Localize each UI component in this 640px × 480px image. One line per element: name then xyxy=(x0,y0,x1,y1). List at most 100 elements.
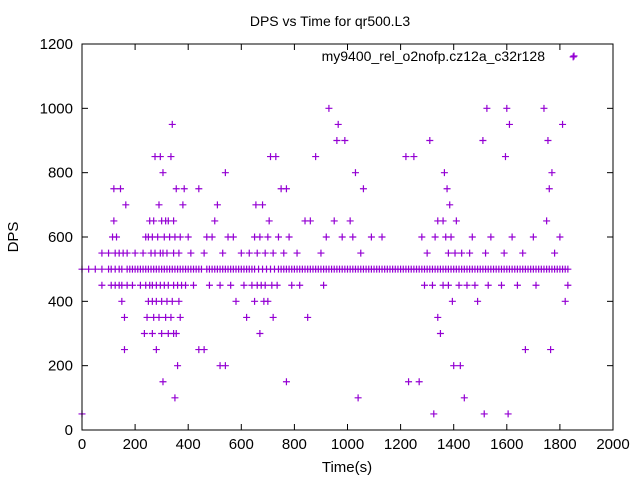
data-point xyxy=(545,185,553,193)
data-point xyxy=(405,378,413,386)
y-tick-label: 200 xyxy=(48,358,73,375)
data-point xyxy=(168,297,176,305)
data-point xyxy=(415,378,423,386)
x-tick-label: 800 xyxy=(282,436,307,453)
data-point xyxy=(519,249,527,257)
data-point xyxy=(229,233,237,241)
data-point xyxy=(180,185,188,193)
data-point xyxy=(261,249,269,257)
data-point xyxy=(508,233,516,241)
data-point xyxy=(513,281,521,289)
data-point xyxy=(154,233,162,241)
y-axis-label: DPS xyxy=(5,222,22,253)
data-point xyxy=(118,297,126,305)
data-point xyxy=(227,281,235,289)
data-point xyxy=(122,201,130,209)
data-point xyxy=(500,249,508,257)
data-point xyxy=(333,137,341,144)
x-tick-label: 1600 xyxy=(490,436,523,453)
data-point xyxy=(143,313,151,321)
data-point xyxy=(274,233,282,241)
data-point xyxy=(463,281,471,289)
data-point xyxy=(155,201,163,209)
data-point xyxy=(460,394,468,402)
data-point xyxy=(487,233,495,241)
data-point xyxy=(182,281,190,289)
data-point xyxy=(288,281,296,289)
data-point xyxy=(434,313,442,321)
data-point xyxy=(456,362,464,370)
data-point xyxy=(131,249,139,257)
data-point xyxy=(474,297,482,305)
y-tick-label: 1200 xyxy=(40,36,73,53)
data-point xyxy=(205,281,213,289)
y-tick-label: 600 xyxy=(48,229,73,246)
data-point xyxy=(451,249,459,257)
data-point xyxy=(159,169,167,177)
data-point xyxy=(428,281,436,289)
data-point xyxy=(431,233,439,241)
data-point xyxy=(543,217,551,225)
data-point xyxy=(261,281,269,289)
data-point xyxy=(320,281,328,289)
data-point xyxy=(208,233,216,241)
data-point xyxy=(440,169,448,177)
data-point xyxy=(150,217,158,225)
data-point xyxy=(503,104,511,112)
data-point xyxy=(85,265,93,273)
data-point xyxy=(176,313,184,321)
data-point xyxy=(322,233,330,241)
data-point xyxy=(211,217,219,225)
data-point xyxy=(120,313,128,321)
data-point xyxy=(139,249,147,257)
data-point xyxy=(468,233,476,241)
x-tick-label: 200 xyxy=(123,436,148,453)
data-point xyxy=(265,217,273,225)
data-point xyxy=(116,185,124,193)
data-point xyxy=(430,410,438,418)
x-tick-label: 1000 xyxy=(331,436,364,453)
data-point xyxy=(190,281,198,289)
data-point xyxy=(304,313,312,321)
data-point xyxy=(259,201,267,209)
data-point xyxy=(306,217,314,225)
data-point xyxy=(551,249,559,257)
data-point xyxy=(444,249,452,257)
data-point xyxy=(195,185,203,193)
data-point xyxy=(213,201,221,209)
legend: my9400_rel_o2nofp.cz12a_c32r128 xyxy=(322,48,578,64)
data-point xyxy=(171,394,179,402)
data-point xyxy=(479,137,487,144)
data-point xyxy=(325,104,333,112)
data-point xyxy=(505,120,513,128)
data-point xyxy=(458,249,466,257)
x-tick-label: 1400 xyxy=(437,436,470,453)
data-point xyxy=(367,233,375,241)
data-point xyxy=(334,120,342,128)
data-point xyxy=(351,169,359,177)
data-point xyxy=(532,281,540,289)
data-point xyxy=(256,330,264,337)
data-point xyxy=(269,249,277,257)
data-point xyxy=(341,137,349,144)
data-point xyxy=(544,137,552,144)
data-point xyxy=(175,297,183,305)
data-point xyxy=(330,217,338,225)
data-point xyxy=(471,281,479,289)
data-point xyxy=(423,249,431,257)
y-tick-label: 400 xyxy=(48,293,73,310)
data-point xyxy=(110,217,118,225)
data-point xyxy=(264,233,272,241)
data-point xyxy=(156,153,164,161)
y-tick-label: 1000 xyxy=(40,100,73,117)
legend-plus-marker xyxy=(570,52,578,60)
data-point xyxy=(152,346,160,354)
data-point xyxy=(357,249,365,257)
data-point xyxy=(184,233,192,241)
data-point xyxy=(540,104,548,112)
x-axis-ticks: 0 200 400 600 800 1000 1200 1400 1600 1800 2000 xyxy=(78,44,630,453)
data-point xyxy=(280,249,288,257)
x-tick-label: 1800 xyxy=(543,436,576,453)
data-point xyxy=(312,153,320,161)
